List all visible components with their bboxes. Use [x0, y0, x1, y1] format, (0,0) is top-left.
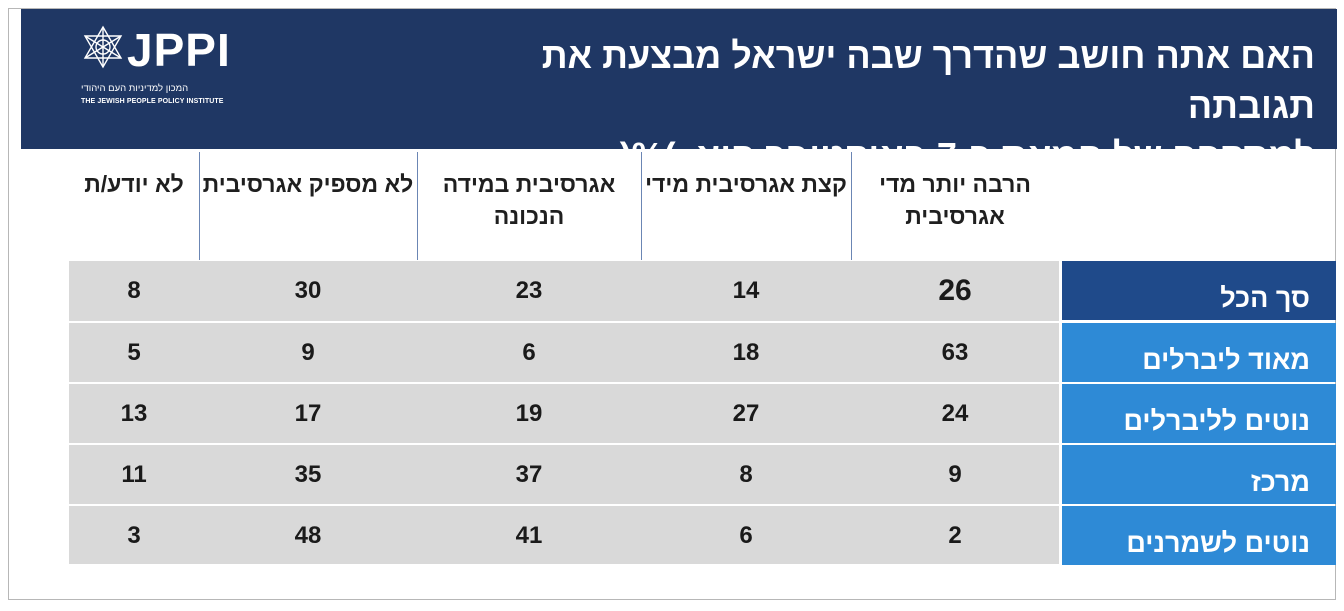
row-label-center: מרכז — [1062, 445, 1336, 504]
table-cell: 48 — [294, 521, 322, 549]
table-cell: 13 — [120, 399, 148, 427]
table-cell: 2 — [948, 521, 962, 549]
results-table: הרבה יותר מדי אגרסיבית קצת אגרסיבית מידי… — [69, 152, 1337, 572]
logo-subtitle-hebrew: המכון למדיניות העם היהודי — [81, 83, 189, 94]
table-cell: 18 — [732, 338, 760, 366]
table-cell: 9 — [301, 338, 315, 366]
column-divider — [851, 152, 852, 260]
logo-subtitle-english: THE JEWISH PEOPLE POLICY INSTITUTE — [81, 98, 224, 105]
column-header-much-too-aggressive: הרבה יותר מדי אגרסיבית — [879, 171, 1031, 229]
star-of-david-icon — [83, 25, 123, 69]
row-label-very-liberal: מאוד ליברלים — [1062, 323, 1336, 382]
page-title: האם אתה חושב שהדרך שבה ישראל מבצעת את תג… — [415, 31, 1315, 181]
table-cell: 26 — [938, 273, 972, 307]
row-label-leaning-conservative: נוטים לשמרנים — [1062, 506, 1336, 565]
table-cell: 23 — [515, 276, 543, 304]
row-separator — [69, 443, 1059, 445]
jppi-logo: JPPI המכון למדיניות העם היהודי THE JEWIS… — [81, 21, 241, 121]
column-divider — [417, 152, 418, 260]
row-label-total: סך הכל — [1062, 261, 1336, 320]
row-separator — [69, 321, 1059, 323]
title-banner: JPPI המכון למדיניות העם היהודי THE JEWIS… — [21, 9, 1337, 176]
table-cell: 19 — [515, 399, 543, 427]
title-line-2: למתקפה של חמאס ב-7 באוקטובר היא..)%( — [619, 135, 1315, 176]
table-cell: 6 — [739, 521, 753, 549]
table-cell: 8 — [127, 276, 141, 304]
table-cell: 27 — [732, 399, 760, 427]
column-header-somewhat-too-aggressive: קצת אגרסיבית מידי — [645, 171, 847, 197]
column-header-appropriately-aggressive: אגרסיבית במידה הנכונה — [442, 171, 616, 229]
table-cell: 35 — [294, 460, 322, 488]
table-cell: 5 — [127, 338, 141, 366]
table-cell: 3 — [127, 521, 141, 549]
column-divider — [199, 152, 200, 260]
row-label-leaning-liberal: נוטים לליברלים — [1062, 384, 1336, 443]
logo-wordmark: JPPI — [127, 24, 231, 76]
row-separator — [69, 504, 1059, 506]
column-divider — [641, 152, 642, 260]
table-cell: 6 — [522, 338, 536, 366]
table-cell: 11 — [121, 460, 147, 488]
row-separator — [69, 382, 1059, 384]
table-cell: 17 — [294, 399, 322, 427]
title-line-1: האם אתה חושב שהדרך שבה ישראל מבצעת את תג… — [541, 35, 1315, 126]
table-cell: 9 — [948, 460, 962, 488]
column-header-dont-know: לא יודע/ת — [84, 171, 184, 197]
table-cell: 37 — [515, 460, 543, 488]
table-cell: 41 — [515, 521, 543, 549]
table-body — [69, 261, 1059, 564]
column-header-not-aggressive-enough: לא מספיק אגרסיבית — [202, 171, 414, 197]
table-cell: 14 — [732, 276, 760, 304]
slide-frame: JPPI המכון למדיניות העם היהודי THE JEWIS… — [8, 8, 1337, 600]
table-cell: 8 — [739, 460, 753, 488]
table-cell: 30 — [294, 276, 322, 304]
table-cell: 63 — [941, 338, 969, 366]
table-cell: 24 — [941, 399, 969, 427]
